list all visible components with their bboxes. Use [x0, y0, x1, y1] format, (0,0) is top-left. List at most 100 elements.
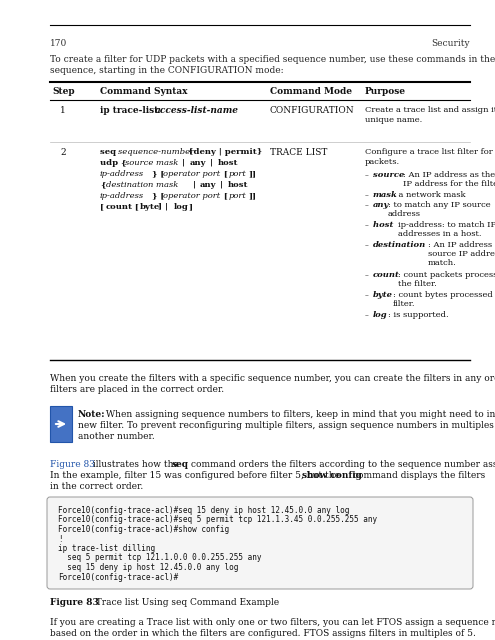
Text: –: – — [365, 201, 369, 209]
Text: : to match any IP source
address: : to match any IP source address — [388, 201, 491, 218]
Text: |: | — [217, 181, 226, 189]
Text: another number.: another number. — [78, 432, 155, 441]
Text: [: [ — [221, 192, 228, 200]
Text: } [: } [ — [152, 192, 164, 200]
Text: Step: Step — [52, 87, 75, 96]
Text: –: – — [365, 191, 369, 199]
Text: : is supported.: : is supported. — [388, 311, 448, 319]
Text: [: [ — [132, 203, 139, 211]
Text: –: – — [365, 241, 369, 249]
Text: If you are creating a Trace list with only one or two filters, you can let FTOS : If you are creating a Trace list with on… — [50, 618, 495, 627]
Text: –: – — [365, 221, 369, 229]
Text: –: – — [365, 311, 369, 319]
Text: illustrates how the: illustrates how the — [90, 460, 182, 469]
Text: Force10(config-trace-acl)#: Force10(config-trace-acl)# — [58, 573, 178, 582]
Text: sequence, starting in the CONFIGURATION mode:: sequence, starting in the CONFIGURATION … — [50, 66, 284, 75]
Text: port: port — [229, 170, 247, 178]
Text: ]]: ]] — [248, 170, 256, 178]
Text: : count bytes processed by the
filter.: : count bytes processed by the filter. — [393, 291, 495, 308]
Text: port: port — [229, 192, 247, 200]
Text: TRACE LIST: TRACE LIST — [270, 148, 327, 157]
Text: Create a trace list and assign it a: Create a trace list and assign it a — [365, 106, 495, 114]
Text: [: [ — [100, 203, 104, 211]
Text: : count packets processed by
the filter.: : count packets processed by the filter. — [398, 271, 495, 288]
FancyBboxPatch shape — [50, 406, 72, 442]
Text: log: log — [174, 203, 189, 211]
Text: command orders the filters according to the sequence number assigned.: command orders the filters according to … — [188, 460, 495, 469]
Text: any: any — [190, 159, 206, 167]
Text: packets.: packets. — [365, 158, 400, 166]
Text: To create a filter for UDP packets with a specified sequence number, use these c: To create a filter for UDP packets with … — [50, 55, 495, 64]
Text: ]: ] — [188, 203, 192, 211]
Text: Command Syntax: Command Syntax — [100, 87, 188, 96]
Text: Force10(config-trace-acl)#seq 5 permit tcp 121.1.3.45 0.0.255.255 any: Force10(config-trace-acl)#seq 5 permit t… — [58, 515, 377, 525]
Text: Purpose: Purpose — [365, 87, 406, 96]
Text: sequence-number: sequence-number — [118, 148, 197, 156]
Text: Security: Security — [431, 39, 470, 48]
Text: Trace list Using seq Command Example: Trace list Using seq Command Example — [90, 598, 279, 607]
Text: operator port: operator port — [163, 170, 220, 178]
Text: : An IP address as the source
IP address for the filter to match.: : An IP address as the source IP address… — [403, 171, 495, 188]
Text: byte: byte — [373, 291, 393, 299]
Text: ] |: ] | — [158, 203, 171, 211]
Text: } [: } [ — [152, 170, 164, 178]
Text: byte: byte — [140, 203, 160, 211]
Text: mask: mask — [373, 191, 398, 199]
Text: based on the order in which the filters are configured. FTOS assigns filters in : based on the order in which the filters … — [50, 629, 476, 638]
Text: {: { — [120, 159, 126, 167]
Text: host: host — [218, 159, 239, 167]
Text: log: log — [373, 311, 388, 319]
Text: source: source — [373, 171, 404, 179]
Text: command displays the filters: command displays the filters — [350, 471, 485, 480]
Text: –: – — [365, 171, 369, 179]
Text: Figure 83: Figure 83 — [50, 598, 99, 607]
Text: unique name.: unique name. — [365, 116, 422, 124]
Text: –: – — [365, 271, 369, 279]
Text: ip-address: ip-address — [100, 192, 144, 200]
Text: any: any — [373, 201, 390, 209]
Text: ]]: ]] — [248, 192, 256, 200]
Text: |: | — [207, 159, 216, 167]
Text: host: host — [228, 181, 248, 189]
Text: Note:: Note: — [78, 410, 105, 419]
Text: {: { — [100, 181, 105, 189]
Text: source mask: source mask — [125, 159, 178, 167]
Text: seq 15 deny ip host 12.45.0.0 any log: seq 15 deny ip host 12.45.0.0 any log — [58, 563, 239, 572]
Text: Command Mode: Command Mode — [270, 87, 352, 96]
Text: ip trace-list dilling: ip trace-list dilling — [58, 544, 155, 553]
Text: new filter. To prevent reconfiguring multiple filters, assign sequence numbers i: new filter. To prevent reconfiguring mul… — [78, 421, 495, 430]
Text: Configure a trace list filter for UDP: Configure a trace list filter for UDP — [365, 148, 495, 156]
Text: 2: 2 — [60, 148, 66, 157]
Text: Figure 83: Figure 83 — [50, 460, 95, 469]
Text: 170: 170 — [50, 39, 67, 48]
Text: udp: udp — [100, 159, 121, 167]
Text: ip-address: to match IP
addresses in a host.: ip-address: to match IP addresses in a h… — [398, 221, 495, 238]
Text: |: | — [179, 159, 188, 167]
Text: filters are placed in the correct order.: filters are placed in the correct order. — [50, 385, 224, 394]
Text: ip trace-list: ip trace-list — [100, 106, 161, 115]
Text: any: any — [200, 181, 216, 189]
Text: : An IP address as the
source IP address for the filter to
match.: : An IP address as the source IP address… — [428, 241, 495, 268]
Text: 1: 1 — [60, 106, 66, 115]
Text: show config: show config — [302, 471, 362, 480]
Text: host: host — [373, 221, 396, 229]
Text: |: | — [190, 181, 199, 189]
Text: Force10(config-trace-acl)#show config: Force10(config-trace-acl)#show config — [58, 525, 229, 534]
Text: Force10(config-trace-acl)#seq 15 deny ip host 12.45.0.0 any log: Force10(config-trace-acl)#seq 15 deny ip… — [58, 506, 349, 515]
Text: –: – — [365, 291, 369, 299]
Text: CONFIGURATION: CONFIGURATION — [270, 106, 354, 115]
Text: count: count — [373, 271, 400, 279]
Text: [: [ — [221, 170, 228, 178]
Text: seq: seq — [172, 460, 189, 469]
FancyBboxPatch shape — [47, 497, 473, 589]
Text: In the example, filter 15 was configured before filter 5, but the: In the example, filter 15 was configured… — [50, 471, 343, 480]
Text: When you create the filters with a specific sequence number, you can create the : When you create the filters with a speci… — [50, 374, 495, 383]
Text: in the correct order.: in the correct order. — [50, 482, 143, 491]
Text: seq 5 permit tcp 121.1.0.0 0.0.255.255 any: seq 5 permit tcp 121.1.0.0 0.0.255.255 a… — [58, 554, 261, 563]
Text: {deny | permit}: {deny | permit} — [188, 148, 262, 156]
Text: !: ! — [58, 534, 63, 543]
Text: destination mask: destination mask — [106, 181, 178, 189]
Text: access-list-name: access-list-name — [155, 106, 239, 115]
Text: : a network mask: : a network mask — [393, 191, 466, 199]
Text: operator port: operator port — [163, 192, 220, 200]
